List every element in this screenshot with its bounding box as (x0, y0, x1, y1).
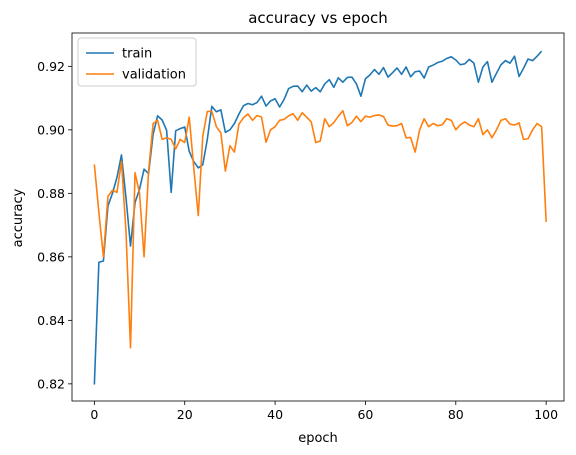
legend-label-validation: validation (122, 68, 186, 83)
plot-area-frame (71, 32, 565, 402)
y-tick-label: 0.86 (37, 249, 65, 264)
legend: train validation (77, 37, 197, 87)
x-tick-label: 0 (90, 407, 98, 422)
x-tick-label: 100 (534, 407, 558, 422)
x-tick-label: 20 (177, 407, 193, 422)
x-axis-label: epoch (298, 431, 338, 446)
y-tick-label: 0.90 (37, 122, 65, 137)
x-axis: 0 20 40 60 80 100 (90, 401, 558, 422)
x-tick-label: 40 (267, 407, 283, 422)
chart-title: accuracy vs epoch (248, 9, 388, 27)
series-layer (93, 50, 547, 385)
series-line-validation (93, 109, 547, 349)
y-axis: 0.82 0.84 0.86 0.88 0.90 0.92 (37, 59, 72, 391)
x-tick-label: 80 (448, 407, 464, 422)
y-tick-label: 0.82 (37, 376, 65, 391)
x-tick-label: 60 (357, 407, 373, 422)
legend-label-train: train (122, 47, 152, 62)
y-tick-label: 0.88 (37, 186, 65, 201)
y-axis-label: accuracy (11, 188, 26, 247)
y-tick-label: 0.84 (37, 313, 65, 328)
y-tick-label: 0.92 (37, 59, 65, 74)
series-line-train (93, 50, 543, 385)
